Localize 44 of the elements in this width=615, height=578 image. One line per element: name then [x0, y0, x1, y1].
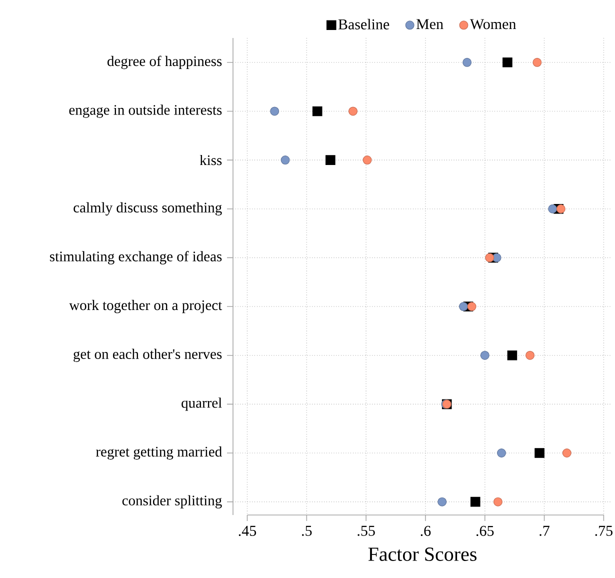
y-tick-label: regret getting married	[96, 446, 222, 460]
y-tick-label: degree of happiness	[107, 56, 222, 70]
x-tick-label: .6	[420, 526, 431, 536]
point	[312, 106, 322, 116]
point	[526, 350, 535, 360]
legend-label: Men	[416, 19, 444, 30]
point	[362, 156, 372, 165]
point	[556, 204, 566, 214]
y-tick-label: quarrel	[182, 398, 222, 411]
y-tick-label: calmly discuss something	[74, 202, 222, 216]
y-tick-label: stimulating exchange of ideas	[50, 251, 222, 264]
x-tick-label: .75	[595, 526, 612, 536]
point	[502, 58, 512, 68]
x-tick-label: .65	[476, 526, 494, 536]
y-tick-label: engage in outside interests	[69, 104, 222, 118]
y-tick-label: consider splitting	[122, 495, 222, 508]
point	[326, 155, 336, 165]
legend-label: Baseline	[338, 18, 390, 30]
point	[562, 448, 572, 458]
point	[493, 497, 502, 506]
point	[280, 156, 290, 165]
point	[534, 448, 544, 458]
point	[548, 204, 558, 214]
point	[532, 58, 542, 67]
legend-label: Women	[470, 19, 516, 30]
point	[480, 350, 490, 360]
point	[497, 448, 506, 458]
x-tick-label: .55	[358, 526, 375, 536]
point	[470, 496, 480, 507]
point	[462, 58, 472, 67]
point	[458, 302, 468, 312]
x-tick-label: .5	[302, 526, 312, 536]
point	[485, 253, 494, 262]
y-tick-label: kiss	[200, 154, 222, 166]
point	[438, 497, 447, 506]
x-axis-title: Factor Scores	[368, 548, 476, 561]
x-tick-label: .45	[238, 526, 256, 536]
point	[507, 350, 518, 360]
point	[348, 106, 358, 116]
point	[467, 302, 476, 312]
y-tick-label: get on each other's nerves	[74, 348, 222, 362]
y-tick-label: work together on a project	[69, 300, 222, 314]
point	[270, 106, 280, 116]
x-tick-label: .7	[540, 526, 550, 536]
